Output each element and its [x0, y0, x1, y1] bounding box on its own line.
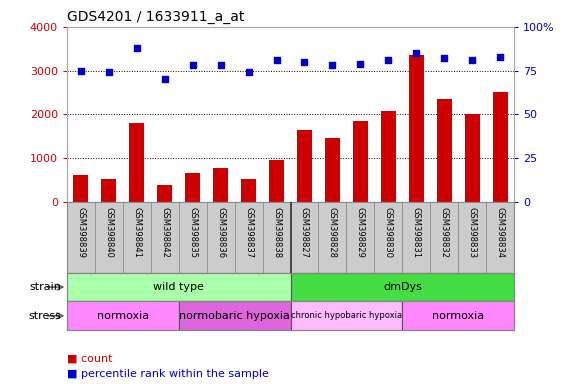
Point: [104, 69, 113, 75]
Text: dmDys: dmDys: [383, 282, 422, 292]
Bar: [325, 138, 340, 202]
Text: GSM398831: GSM398831: [412, 207, 421, 258]
Text: GSM398842: GSM398842: [160, 207, 169, 258]
Point: [356, 61, 365, 67]
Bar: [408, 55, 424, 202]
Point: [76, 68, 85, 74]
Text: GSM398829: GSM398829: [356, 207, 365, 258]
Text: stress: stress: [28, 311, 61, 321]
Text: GSM398841: GSM398841: [132, 207, 141, 258]
Text: chronic hypobaric hypoxia: chronic hypobaric hypoxia: [291, 311, 402, 320]
Bar: [297, 131, 312, 202]
Text: ■ percentile rank within the sample: ■ percentile rank within the sample: [67, 369, 268, 379]
Bar: [465, 114, 480, 202]
Text: normoxia: normoxia: [432, 311, 485, 321]
Point: [160, 76, 169, 83]
Point: [300, 59, 309, 65]
Bar: [269, 160, 284, 202]
Bar: [101, 179, 116, 202]
Bar: [129, 123, 145, 202]
Bar: [241, 179, 256, 202]
Text: GSM398830: GSM398830: [384, 207, 393, 258]
Bar: [185, 173, 200, 202]
Point: [383, 57, 393, 63]
Text: ■ count: ■ count: [67, 353, 112, 363]
Text: normoxia: normoxia: [96, 311, 149, 321]
Text: GSM398840: GSM398840: [104, 207, 113, 258]
Point: [132, 45, 141, 51]
Text: normobaric hypoxia: normobaric hypoxia: [179, 311, 290, 321]
Text: GSM398833: GSM398833: [468, 207, 477, 258]
Point: [496, 53, 505, 60]
Text: GSM398836: GSM398836: [216, 207, 225, 258]
Bar: [67, 273, 290, 301]
Text: GSM398828: GSM398828: [328, 207, 337, 258]
Text: GSM398838: GSM398838: [272, 207, 281, 258]
Text: GSM398837: GSM398837: [244, 207, 253, 258]
Bar: [353, 121, 368, 202]
Bar: [381, 111, 396, 202]
Bar: [403, 301, 514, 330]
Point: [244, 69, 253, 75]
Bar: [67, 301, 179, 330]
Bar: [493, 91, 508, 202]
Point: [216, 62, 225, 68]
Point: [328, 62, 337, 68]
Text: GSM398832: GSM398832: [440, 207, 449, 258]
Bar: [157, 185, 173, 202]
Point: [468, 57, 477, 63]
Bar: [436, 99, 452, 202]
Text: GSM398835: GSM398835: [188, 207, 197, 258]
Point: [188, 62, 198, 68]
Text: GSM398839: GSM398839: [76, 207, 85, 258]
Text: GSM398827: GSM398827: [300, 207, 309, 258]
Point: [272, 57, 281, 63]
Bar: [290, 273, 514, 301]
Point: [412, 50, 421, 56]
Text: strain: strain: [29, 282, 61, 292]
Bar: [73, 174, 88, 202]
Text: GSM398834: GSM398834: [496, 207, 505, 258]
Text: wild type: wild type: [153, 282, 204, 292]
Point: [440, 55, 449, 61]
Bar: [213, 169, 228, 202]
Bar: [290, 301, 403, 330]
Text: GDS4201 / 1633911_a_at: GDS4201 / 1633911_a_at: [67, 10, 244, 25]
Bar: [179, 301, 290, 330]
